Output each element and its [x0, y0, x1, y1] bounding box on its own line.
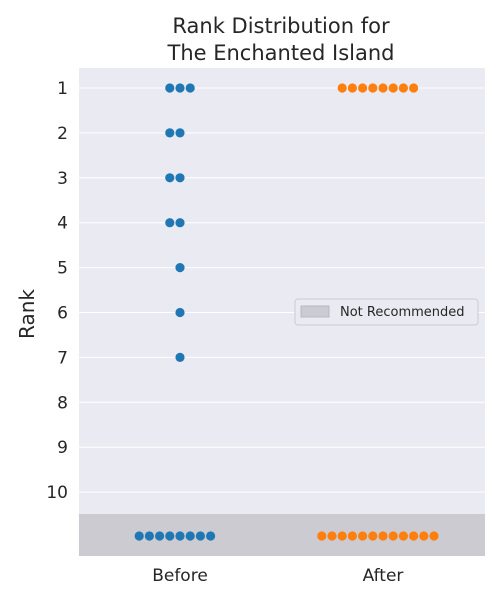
y-tick-label-2: 2: [57, 124, 68, 144]
point-before-rank-1: [185, 83, 195, 93]
point-before-rank-6: [175, 307, 185, 318]
point-after-rank-1: [347, 83, 357, 93]
point-before-rank-1: [165, 83, 175, 93]
point-before-rank-1: [175, 83, 185, 93]
data-points: [134, 83, 439, 541]
point-after-rank-not-recommended: [347, 531, 357, 541]
y-tick-label-4: 4: [57, 214, 68, 234]
point-after-rank-1: [337, 83, 347, 93]
point-after-rank-not-recommended: [398, 531, 408, 541]
y-tick-label-6: 6: [57, 304, 68, 324]
point-before-rank-2: [165, 128, 175, 138]
point-after-rank-1: [409, 83, 419, 93]
point-before-rank-not-recommended: [206, 531, 216, 541]
y-tick-label-3: 3: [57, 169, 68, 189]
legend-swatch: [300, 305, 330, 318]
y-tick-label-7: 7: [57, 348, 68, 368]
point-before-rank-not-recommended: [195, 531, 205, 541]
point-after-rank-not-recommended: [409, 531, 419, 541]
point-after-rank-not-recommended: [358, 531, 368, 541]
point-after-rank-not-recommended: [337, 531, 347, 541]
y-tick-label-9: 9: [57, 438, 68, 458]
point-after-rank-1: [368, 83, 378, 93]
point-before-rank-5: [175, 263, 185, 273]
y-tick-label-10: 10: [46, 483, 68, 503]
x-tick-label-after: After: [363, 566, 404, 586]
legend: Not Recommended: [294, 298, 479, 326]
chart-title-line-2: The Enchanted Island: [167, 41, 395, 65]
x-tick-labels: Before After: [152, 566, 403, 586]
x-tick-label-before: Before: [152, 566, 208, 586]
chart-title-line-1: Rank Distribution for: [172, 14, 390, 38]
point-after-rank-1: [388, 83, 398, 93]
point-before-rank-not-recommended: [144, 531, 154, 541]
y-tick-labels: 1 2 3 4 5 6 7 8 9 10: [46, 79, 68, 503]
point-after-rank-not-recommended: [327, 531, 337, 541]
y-tick-label-8: 8: [57, 393, 68, 413]
point-after-rank-not-recommended: [378, 531, 388, 541]
point-after-rank-1: [378, 83, 388, 93]
point-before-rank-not-recommended: [185, 531, 195, 541]
point-before-rank-4: [165, 218, 175, 228]
point-after-rank-not-recommended: [419, 531, 429, 541]
point-before-rank-not-recommended: [165, 531, 175, 541]
point-before-rank-not-recommended: [134, 531, 144, 541]
point-before-rank-4: [175, 218, 185, 228]
point-before-rank-7: [175, 352, 185, 362]
point-after-rank-not-recommended: [429, 531, 439, 541]
legend-label: Not Recommended: [340, 305, 465, 320]
point-before-rank-3: [175, 173, 185, 183]
point-before-rank-3: [165, 173, 175, 183]
point-after-rank-1: [398, 83, 408, 93]
point-after-rank-not-recommended: [388, 531, 398, 541]
y-axis-label: Rank: [15, 289, 39, 339]
point-after-rank-1: [358, 83, 368, 93]
legend-frame: [294, 298, 479, 326]
point-before-rank-not-recommended: [175, 531, 185, 541]
point-after-rank-not-recommended: [368, 531, 378, 541]
point-before-rank-2: [175, 128, 185, 138]
y-tick-label-5: 5: [57, 259, 68, 279]
point-before-rank-not-recommended: [155, 531, 165, 541]
y-tick-label-1: 1: [57, 79, 68, 99]
point-after-rank-not-recommended: [317, 531, 327, 541]
gridlines: [79, 87, 485, 493]
